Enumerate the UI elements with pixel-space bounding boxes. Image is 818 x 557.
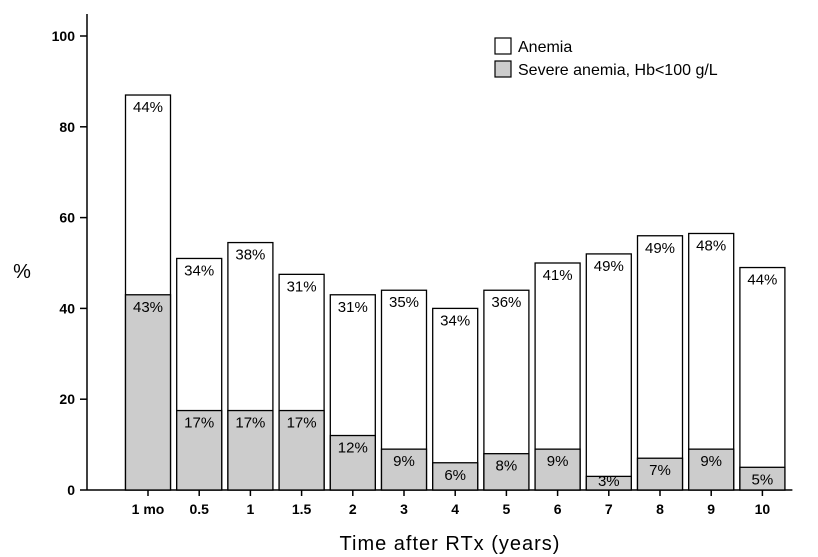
bar-labels: 44% 43% 34% 17% 38% 17% 31% 17% 31% 12% 35% 9% 34% 6%… [133, 99, 777, 490]
y-tick-label: 40 [59, 300, 75, 316]
x-tick-label: 7 [605, 501, 613, 517]
x-tick-label: 8 [656, 501, 664, 517]
data-label-severe-anemia: 17% [287, 415, 317, 432]
bar-severe-anemia [432, 462, 479, 491]
bar-severe-anemia [124, 294, 172, 491]
x-tick-label: 2 [349, 501, 357, 517]
legend-label-severe-anemia: Severe anemia, Hb<100 g/L [518, 62, 718, 79]
data-label-severe-anemia: 9% [393, 453, 415, 470]
y-tick-label: 100 [52, 28, 76, 44]
data-label-anemia: 38% [235, 247, 265, 264]
data-label-anemia: 48% [696, 237, 726, 254]
data-label-anemia: 34% [184, 262, 214, 279]
bar-severe-anemia [636, 457, 684, 491]
legend-swatch-severe-anemia [494, 60, 512, 78]
bar-severe-anemia [585, 475, 632, 491]
x-tick-label: 3 [400, 501, 408, 517]
x-tick-label: 5 [503, 501, 511, 517]
x-tick-label: 1 [247, 501, 255, 517]
data-label-anemia: 31% [287, 278, 317, 295]
y-tick-label: 0 [67, 482, 75, 498]
y-axis-title: % [13, 261, 31, 283]
data-label-anemia: 44% [133, 99, 163, 116]
legend-label-anemia: Anemia [518, 39, 572, 56]
x-tick-label: 6 [554, 501, 562, 517]
data-label-anemia: 41% [543, 267, 573, 284]
x-axis: 1 mo 0.5 1 1.5 2 3 4 5 6 7 8 9 10 [87, 489, 793, 517]
data-label-severe-anemia: 17% [184, 415, 214, 432]
data-label-severe-anemia: 6% [444, 467, 466, 484]
data-label-severe-anemia: 9% [700, 453, 722, 470]
y-tick-label: 80 [59, 119, 75, 135]
data-label-anemia: 44% [747, 272, 777, 289]
bar-anemia [688, 232, 735, 491]
bar-anemia [636, 235, 684, 491]
data-label-severe-anemia: 17% [235, 415, 265, 432]
data-label-severe-anemia: 12% [338, 440, 368, 457]
bars [124, 94, 786, 491]
x-tick-label: 0.5 [189, 501, 209, 517]
data-label-anemia: 34% [440, 312, 470, 329]
bar-severe-anemia [227, 409, 274, 491]
x-axis-title: Time after RTx (years) [340, 533, 561, 555]
data-label-anemia: 49% [594, 258, 624, 275]
y-tick-label: 20 [59, 391, 75, 407]
y-tick-label: 60 [59, 210, 75, 226]
x-tick-label: 1 mo [132, 501, 165, 517]
bar-anemia [585, 253, 632, 491]
data-label-severe-anemia: 3% [598, 473, 620, 490]
bar-severe-anemia [483, 453, 530, 491]
bar-severe-anemia [176, 409, 223, 491]
data-label-anemia: 35% [389, 294, 419, 311]
bar-anemia [739, 266, 786, 491]
y-axis: 0 20 40 60 80 100 [52, 14, 88, 498]
x-tick-label: 4 [451, 501, 459, 517]
bar-severe-anemia [739, 466, 786, 491]
data-label-severe-anemia: 43% [133, 299, 163, 316]
bar-severe-anemia [329, 434, 376, 491]
data-label-severe-anemia: 9% [547, 453, 569, 470]
data-label-anemia: 31% [338, 299, 368, 316]
legend-swatch-anemia [494, 37, 512, 55]
x-tick-label: 9 [707, 501, 715, 517]
bar-severe-anemia [688, 448, 735, 491]
data-label-anemia: 36% [491, 294, 521, 311]
bar-severe-anemia [380, 448, 428, 491]
x-tick-label: 1.5 [292, 501, 312, 517]
data-label-severe-anemia: 8% [496, 458, 518, 475]
legend: Anemia Severe anemia, Hb<100 g/L [494, 37, 718, 79]
bar-severe-anemia [534, 448, 581, 491]
bar-severe-anemia [278, 409, 325, 491]
data-label-anemia: 49% [645, 240, 675, 257]
data-label-severe-anemia: 7% [649, 462, 671, 479]
data-label-severe-anemia: 5% [752, 471, 774, 488]
x-tick-label: 10 [755, 501, 771, 517]
bar-anemia [432, 307, 479, 491]
